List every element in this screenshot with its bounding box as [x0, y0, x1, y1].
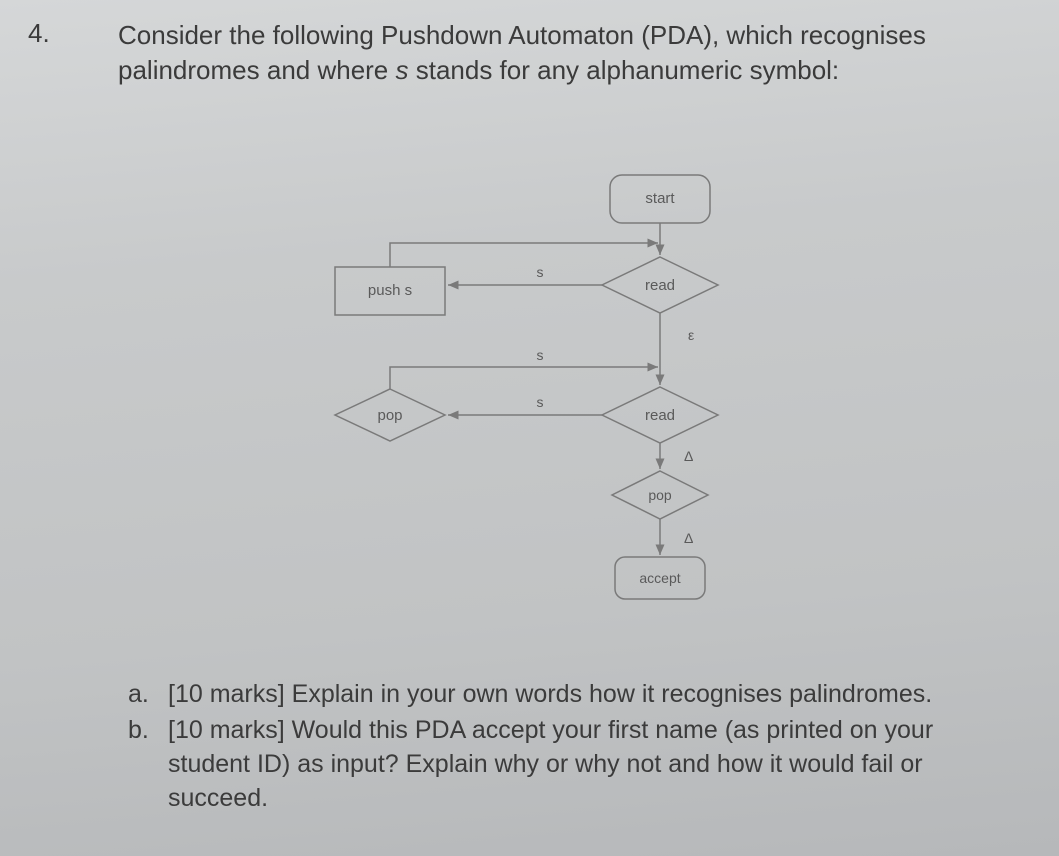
sub-a-label: a.	[128, 678, 149, 712]
question-number: 4.	[28, 18, 50, 49]
sub-question-b: b. [10 marks] Would this PDA accept your…	[128, 714, 1019, 815]
edge-pop-read2	[390, 367, 658, 389]
intro-text: Consider the following Pushdown Automato…	[118, 18, 1019, 88]
node-start-label: start	[645, 190, 675, 207]
pda-diagram: start read s push s ε read s pop s Δ pop…	[240, 155, 800, 625]
sub-b-text: [10 marks] Would this PDA accept your fi…	[168, 714, 1019, 815]
node-push-label: push s	[368, 282, 412, 299]
edge-pop-read2-label: s	[537, 347, 544, 363]
edge-read2-pop2-label: Δ	[684, 448, 693, 464]
edge-pop2-accept-label: Δ	[684, 530, 693, 546]
node-read1-label: read	[645, 277, 675, 294]
intro-s-symbol: s	[396, 55, 409, 85]
node-read2-label: read	[645, 407, 675, 424]
intro-line1: Consider the following Pushdown Automato…	[118, 20, 926, 50]
sub-question-a: a. [10 marks] Explain in your own words …	[128, 678, 1019, 712]
edge-read1-read2-label: ε	[688, 327, 694, 343]
node-pop-left-label: pop	[377, 407, 402, 424]
intro-line2b: stands for any alphanumeric symbol:	[409, 55, 840, 85]
edge-read2-pop-label: s	[537, 394, 544, 410]
sub-b-label: b.	[128, 714, 149, 748]
edge-push-read1	[390, 243, 658, 267]
node-pop2-label: pop	[648, 487, 672, 503]
edge-read1-push-label: s	[537, 264, 544, 280]
node-accept-label: accept	[639, 570, 680, 586]
intro-line2a: palindromes and where	[118, 55, 396, 85]
sub-a-text: [10 marks] Explain in your own words how…	[168, 678, 1019, 712]
